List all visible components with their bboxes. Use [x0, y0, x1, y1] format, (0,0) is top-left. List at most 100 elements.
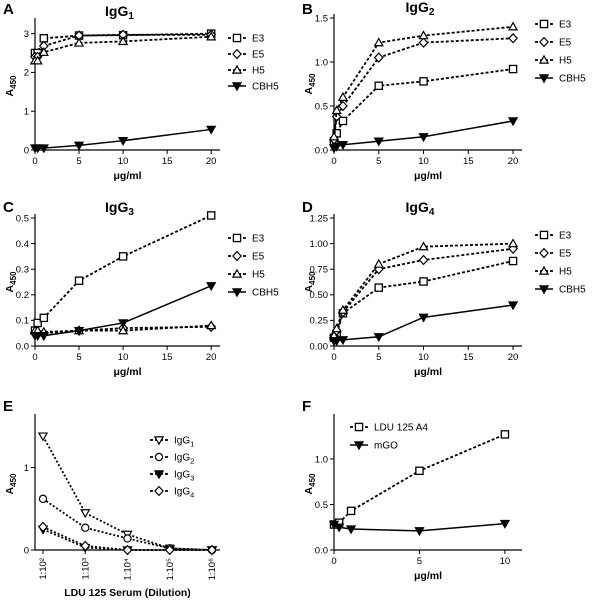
data-point — [38, 521, 48, 533]
legend-marker — [539, 19, 549, 29]
data-point — [337, 141, 349, 151]
legend-label: E5 — [559, 249, 572, 260]
x-tick-label: 0 — [32, 156, 37, 167]
x-axis-label: μg/ml — [414, 366, 442, 378]
chart-panel-d: D IgG4 0.00 0.25 0.50 0.75 1.00 1.25 0 5 10 15 20 μg/… — [302, 199, 586, 378]
legend-marker — [153, 470, 165, 480]
y-axis-label: A450 — [303, 271, 317, 292]
series-line — [333, 247, 514, 337]
legend-label: mGO — [374, 441, 398, 452]
x-tick-label: 5 — [376, 156, 381, 167]
data-point — [508, 64, 518, 74]
panel-letter: C — [3, 199, 14, 216]
panel-letter: A — [3, 1, 14, 18]
data-point — [331, 105, 342, 115]
data-point — [507, 238, 519, 248]
data-point — [38, 494, 48, 504]
x-tick-label: 20 — [206, 156, 217, 167]
panel-title: IgG2 — [406, 0, 435, 18]
data-point — [345, 525, 357, 535]
legend-marker — [539, 247, 549, 259]
x-tick-label: 0 — [331, 352, 336, 363]
series-line — [42, 498, 213, 551]
data-point — [117, 325, 129, 335]
y-tick-label: 0.0 — [315, 145, 328, 156]
data-point — [500, 430, 510, 439]
y-tick-label: 0.0 — [16, 341, 29, 352]
legend-label: E3 — [559, 231, 572, 242]
data-point — [80, 540, 91, 552]
series-cbh5 — [29, 282, 217, 342]
x-axis-label: μg/ml — [113, 170, 141, 182]
legend: E3 E5 H5 CBH5 — [228, 234, 279, 299]
chart-panel-c: C IgG3 0.0 0.1 0.2 0.3 0.4 0.5 0 5 10 15 20 μg/ml A450… — [3, 199, 279, 378]
data-point — [508, 32, 518, 44]
data-point — [338, 100, 348, 112]
y-tick-label: 0.5 — [315, 500, 328, 511]
chart-panel-b: B IgG2 0.0 0.5 1.0 1.5 0 5 10 15 20 μg/ml A450 E3 E5 H5… — [302, 0, 586, 182]
x-axis-label: μg/ml — [414, 570, 442, 582]
data-point — [117, 36, 129, 46]
data-point — [123, 534, 132, 543]
data-point — [331, 323, 342, 333]
y-tick-label: 0.5 — [315, 101, 328, 112]
legend-label: E3 — [559, 20, 572, 31]
data-point — [415, 466, 424, 476]
data-point — [507, 117, 519, 127]
legend-marker — [153, 436, 165, 446]
series-line — [34, 214, 212, 331]
chart-panel-e: E 0 1 1:10² 1:10³ 1:10⁴ 1:10⁵ 1:10⁶ LDU 125 Seru… — [3, 398, 220, 599]
data-point — [32, 144, 43, 154]
data-point — [206, 282, 217, 292]
data-point — [338, 116, 348, 126]
chart-panel-a: A IgG1 0 1 2 3 0 5 10 15 20 μg/ml A450 E3 E5 H5 CBH5 — [3, 1, 279, 182]
legend-label: CBH5 — [252, 82, 279, 93]
y-tick-label: 0.2 — [16, 290, 29, 301]
legend-label: E5 — [252, 50, 265, 61]
legend-marker — [539, 36, 549, 48]
y-tick-label: 0.4 — [16, 239, 29, 250]
y-tick-label: 0.0 — [315, 545, 328, 556]
legend-label: CBH5 — [559, 74, 586, 85]
series-h5 — [328, 21, 519, 141]
data-point — [333, 523, 345, 533]
legend-marker — [538, 54, 550, 64]
panel-letter: B — [302, 1, 313, 18]
y-tick-label: 0.25 — [310, 316, 329, 327]
data-point — [374, 283, 384, 292]
data-point — [373, 37, 384, 47]
data-point — [418, 313, 429, 323]
data-point — [206, 125, 217, 135]
legend-label: E5 — [559, 38, 572, 49]
legend-marker — [232, 33, 242, 43]
data-point — [39, 313, 49, 323]
data-point — [418, 37, 429, 48]
x-axis-label: μg/ml — [414, 170, 442, 182]
y-axis-label: A450 — [303, 473, 317, 494]
x-tick-label: 5 — [76, 156, 81, 167]
data-point — [37, 432, 49, 442]
data-point — [206, 211, 216, 220]
x-tick-label: 15 — [162, 352, 173, 363]
legend-marker — [154, 485, 164, 497]
legend: IgG1 IgG2 IgG3 IgG4 — [150, 436, 194, 500]
legend-label: IgG3 — [174, 470, 194, 483]
panel-title: IgG1 — [105, 3, 134, 22]
panel-letter: D — [302, 199, 313, 216]
legend-label: IgG2 — [174, 453, 194, 466]
x-tick-label: 5 — [376, 352, 381, 363]
data-point — [419, 277, 428, 286]
y-tick-label: 1.5 — [315, 13, 328, 24]
legend-marker — [231, 288, 243, 298]
y-tick-label: 0.5 — [16, 213, 29, 224]
data-point — [337, 91, 349, 101]
legend-marker — [231, 268, 243, 278]
x-tick-label: 10 — [118, 352, 129, 363]
chart-panel-f: F 0.0 0.5 1.0 0 5 10 μg/ml A450 LDU 125 A4 mGO — [302, 398, 522, 582]
legend: E3 E5 H5 CBH5 — [535, 20, 586, 85]
data-point — [80, 509, 91, 519]
data-point — [117, 136, 129, 147]
data-point — [331, 337, 342, 347]
legend-marker — [538, 285, 550, 295]
data-point — [418, 254, 429, 266]
